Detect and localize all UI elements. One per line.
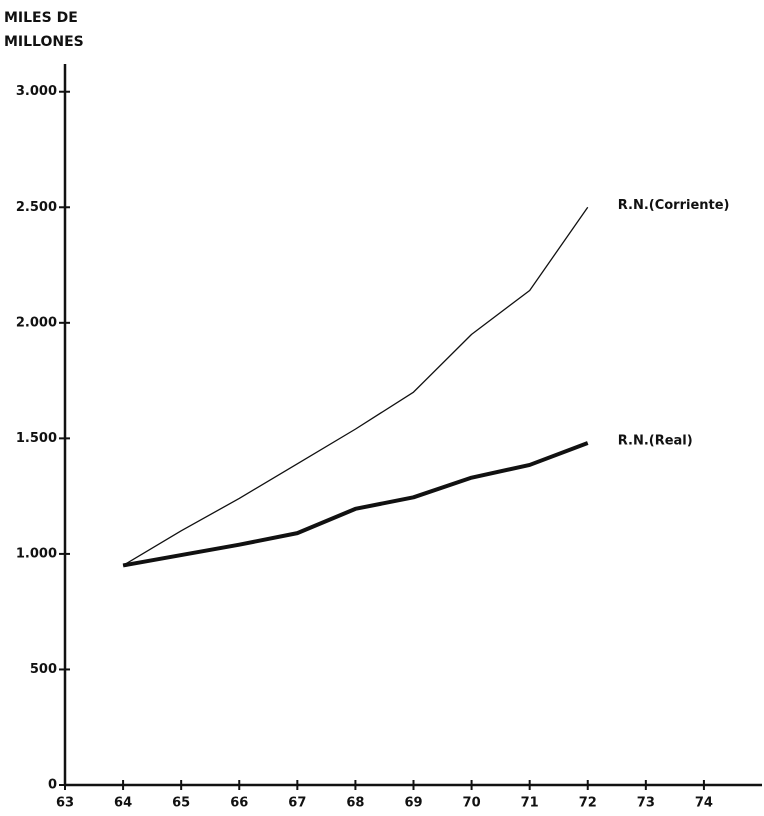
x-tick-label: 73: [637, 796, 655, 811]
x-tick-label: 63: [56, 796, 74, 811]
y-tick-label: 2.500: [16, 200, 57, 215]
y-tick-label: 1.500: [16, 431, 57, 446]
x-tick-label: 72: [579, 796, 597, 811]
y-tick-label: 0: [48, 778, 57, 793]
y-tick-label: 3.000: [16, 84, 57, 99]
line-series: [122, 441, 589, 568]
x-tick-label: 67: [288, 796, 306, 811]
x-tick-label: 70: [463, 796, 481, 811]
x-tick-label: 68: [346, 796, 364, 811]
x-tick-label: 66: [230, 796, 248, 811]
series-label: R.N.(Corriente): [618, 198, 730, 213]
x-tick-label: 74: [695, 796, 713, 811]
x-tick-label: 65: [172, 796, 190, 811]
y-axis-label: MILES DE MILLONES: [4, 10, 84, 50]
y-tick-label: 1.000: [16, 546, 57, 561]
y-tick-label: 2.000: [16, 315, 57, 330]
x-tick-label: 64: [114, 796, 132, 811]
x-tick-label: 69: [404, 796, 422, 811]
y-tick-label: 500: [30, 662, 57, 677]
line-series: [122, 206, 589, 567]
x-tick-label: 71: [521, 796, 539, 811]
series-label: R.N.(Real): [618, 433, 693, 448]
